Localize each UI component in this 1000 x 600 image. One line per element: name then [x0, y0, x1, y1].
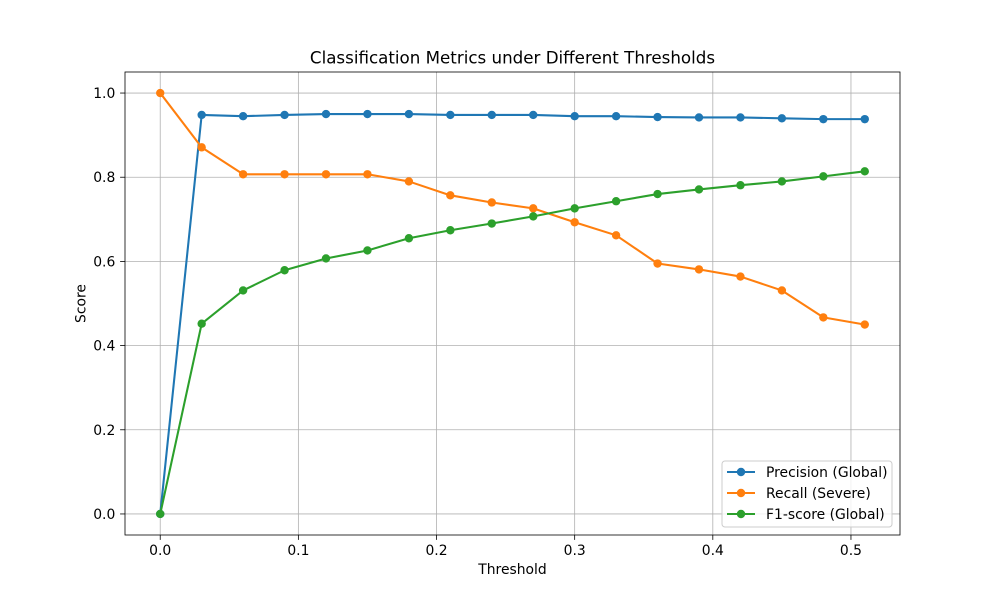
recall-severe-point — [446, 191, 455, 200]
f1-score-global-point — [363, 246, 372, 255]
legend-marker-swatch — [736, 488, 746, 498]
precision-global-point — [611, 111, 621, 121]
f1-score-global-point — [529, 212, 538, 221]
precision-global-point — [446, 110, 455, 120]
f1-score-global-point — [446, 226, 455, 235]
x-tick-label: 0.5 — [840, 543, 862, 559]
precision-global-point — [860, 114, 869, 124]
f1-score-global-point — [156, 509, 165, 519]
recall-severe-point — [529, 204, 538, 213]
precision-global-point — [819, 114, 828, 124]
recall-severe-point — [653, 259, 662, 268]
f1-score-global-point — [653, 189, 662, 199]
legend: Precision (Global) Recall (Severe) F1-scor… — [721, 460, 893, 528]
series-recall-severe — [156, 88, 869, 329]
x-tick-label: 0.3 — [564, 543, 586, 559]
y-tick-label: 0.6 — [93, 254, 115, 270]
f1-score-global-point — [321, 254, 331, 263]
f1-score-global-line — [158, 170, 866, 516]
recall-severe-point — [238, 170, 248, 179]
plot-area — [125, 72, 900, 535]
plot-series — [156, 88, 869, 519]
recall-severe-point — [611, 231, 621, 240]
legend-entry-precision-global: Precision (Global) — [727, 465, 888, 481]
y-tick-label: 0.8 — [93, 170, 115, 186]
recall-severe-point — [777, 286, 787, 295]
precision-global-point — [404, 109, 414, 119]
precision-global-point — [487, 110, 496, 120]
precision-global-point — [321, 109, 331, 119]
recall-severe-point — [570, 218, 579, 227]
f1-score-global-point — [694, 185, 704, 194]
recall-severe-point — [860, 320, 869, 329]
series-f1-score-global — [156, 167, 869, 519]
y-tick-label: 0.0 — [93, 507, 115, 523]
precision-global-point — [529, 110, 538, 120]
x-axis-label: Threshold — [477, 562, 546, 578]
precision-global-point — [197, 110, 206, 120]
precision-global-point — [280, 110, 289, 120]
precision-global-point — [777, 114, 787, 123]
recall-severe-point — [156, 88, 165, 98]
series-precision-global — [156, 109, 869, 519]
axis-ticks: 0.0 0.1 0.2 0.3 0.4 0.5 0.0 0.2 0.4 0.6 0.8 1.0 — [93, 86, 862, 559]
precision-global-point — [694, 113, 704, 122]
legend-marker-swatch — [736, 467, 746, 477]
f1-score-global-point — [860, 167, 869, 176]
precision-global-point — [238, 111, 248, 121]
y-axis-label: Score — [74, 284, 90, 323]
recall-severe-line — [158, 91, 866, 326]
precision-global-line — [159, 113, 866, 516]
recall-severe-point — [404, 177, 414, 186]
precision-global-point — [736, 113, 745, 122]
recall-severe-point — [280, 170, 289, 179]
x-tick-label: 0.2 — [425, 543, 447, 559]
f1-score-global-point — [570, 204, 579, 213]
precision-global-point — [363, 109, 372, 119]
f1-score-global-point — [404, 234, 414, 243]
y-tick-label: 0.2 — [93, 423, 115, 439]
f1-score-global-point — [736, 181, 745, 190]
legend-entry-recall-severe: Recall (Severe) — [727, 486, 871, 502]
legend-entry-f1-score-global: F1-score (Global) — [727, 507, 885, 523]
recall-severe-point — [487, 198, 496, 207]
recall-severe-point — [363, 170, 372, 179]
legend-frame — [721, 460, 893, 528]
recall-severe-point — [694, 265, 704, 274]
recall-severe-point — [819, 313, 828, 322]
x-tick-label: 0.0 — [149, 543, 171, 559]
y-tick-label: 1.0 — [93, 86, 115, 102]
chart-title: Classification Metrics under Different T… — [310, 48, 715, 68]
f1-score-global-point — [487, 219, 496, 228]
precision-global-point — [653, 112, 662, 122]
legend-label: Recall (Severe) — [766, 486, 871, 502]
recall-severe-point — [321, 170, 331, 179]
axes-frame — [124, 71, 901, 536]
f1-score-global-point — [197, 319, 206, 328]
y-tick-label: 0.4 — [93, 339, 115, 355]
legend-label: Precision (Global) — [766, 465, 888, 481]
f1-score-global-point — [280, 266, 289, 275]
precision-global-point — [570, 111, 579, 121]
x-tick-label: 0.4 — [702, 543, 724, 559]
legend-label: F1-score (Global) — [766, 507, 885, 523]
legend-marker-swatch — [736, 509, 746, 519]
x-tick-label: 0.1 — [287, 543, 309, 559]
f1-score-global-point — [777, 177, 787, 186]
f1-score-global-point — [238, 286, 248, 295]
f1-score-global-point — [819, 172, 828, 181]
f1-score-global-point — [611, 197, 621, 206]
recall-severe-point — [197, 143, 206, 152]
recall-severe-point — [736, 272, 745, 281]
